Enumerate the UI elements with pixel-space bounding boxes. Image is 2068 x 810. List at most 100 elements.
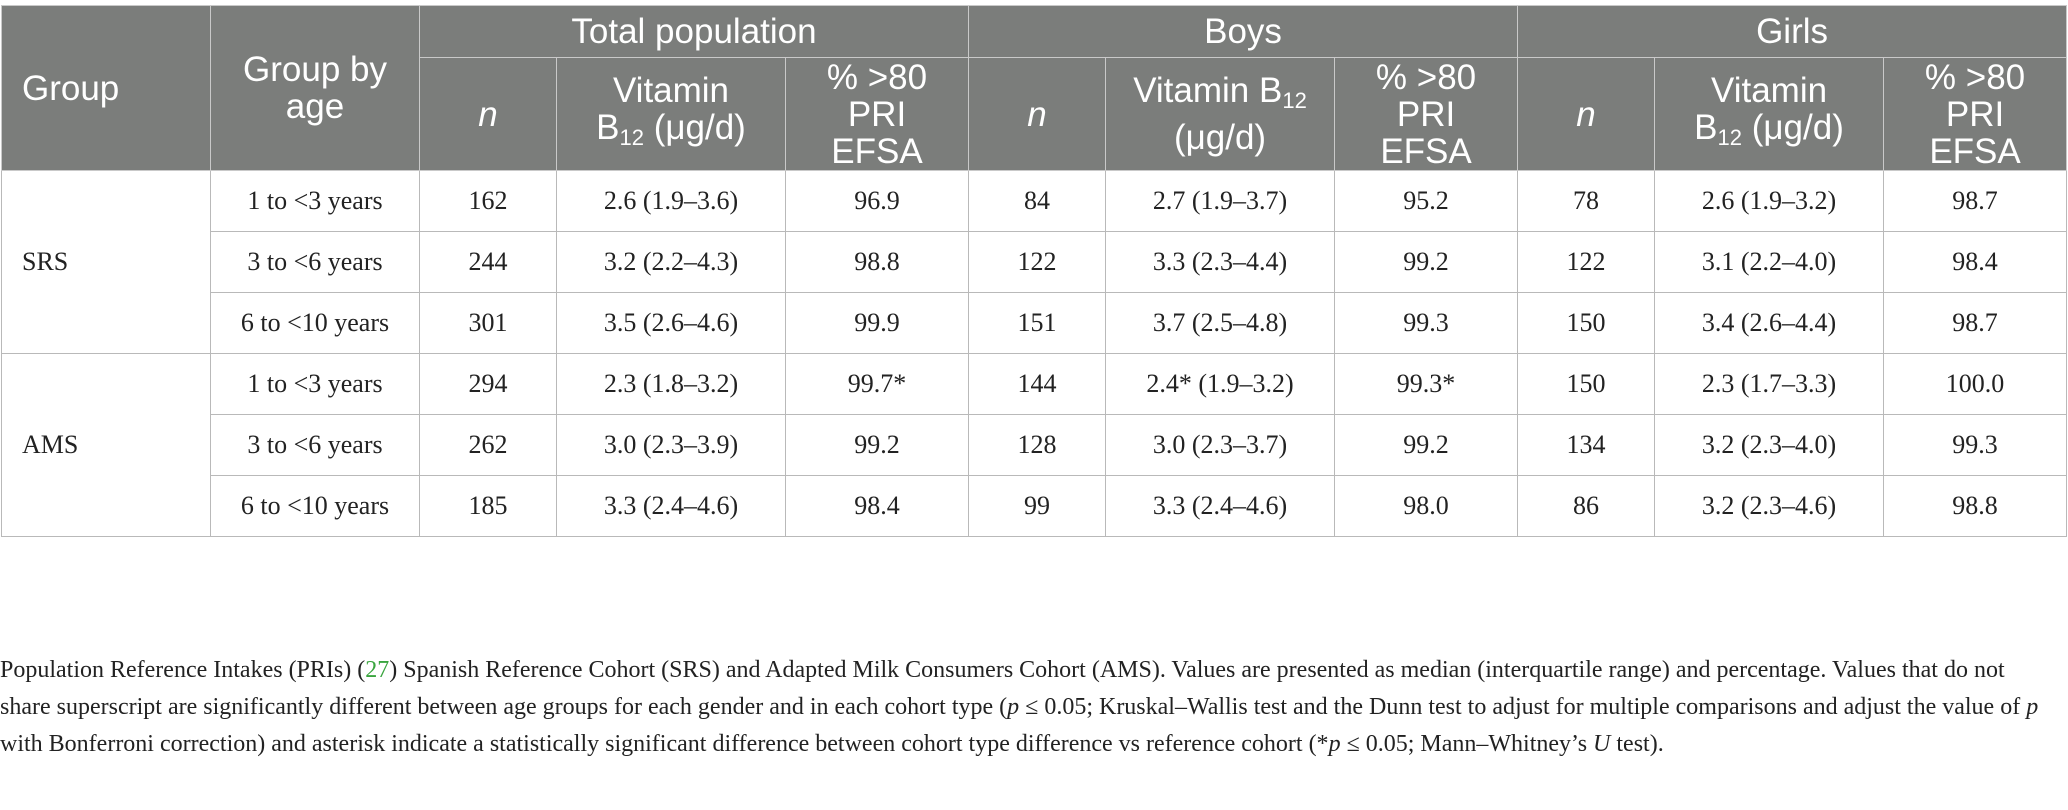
data-cell: 98.4 — [784, 475, 970, 537]
table-header: Group Group by age Total population Boys… — [1, 5, 2068, 171]
footnote-italic: U — [1593, 731, 1611, 757]
pri-label-3: EFSA — [1929, 131, 2021, 171]
header-n-girls: n — [1517, 57, 1656, 171]
vitamin-label: Vitamin — [1133, 71, 1250, 110]
data-cell: 100.0 — [1883, 353, 2068, 415]
pri-label-3: EFSA — [831, 131, 923, 171]
data-cell: 99.7* — [784, 353, 970, 415]
pri-label-1: % >80 — [826, 57, 928, 97]
vitamin-subscript: 12 — [1717, 125, 1743, 150]
data-cell: 3.2 (2.3–4.0) — [1654, 414, 1885, 476]
header-pri-total: % >80 PRI EFSA — [784, 57, 970, 171]
data-cell: 3.7 (2.5–4.8) — [1105, 292, 1336, 354]
data-cell: 99.2 — [1334, 414, 1519, 476]
vitamin-b-label: B — [596, 108, 620, 147]
footnote-text: ≤ 0.05; Mann–Whitney’s — [1340, 731, 1594, 757]
data-cell: 122 — [968, 231, 1107, 293]
data-cell: 3.4 (2.6–4.4) — [1654, 292, 1885, 354]
data-cell: 150 — [1517, 353, 1656, 415]
data-cell: 84 — [968, 170, 1107, 232]
vitamin-subscript: 12 — [1282, 88, 1307, 113]
table-row: 6 to <10 years 185 3.3 (2.4–4.6) 98.4 99… — [2, 475, 2068, 537]
pri-label-3: EFSA — [1380, 131, 1472, 171]
data-cell: 2.3 (1.7–3.3) — [1654, 353, 1885, 415]
header-pri-boys: % >80 PRI EFSA — [1334, 57, 1519, 171]
pri-label-2: PRI — [847, 94, 907, 134]
footnote-text: test). — [1610, 731, 1664, 757]
data-cell: 151 — [968, 292, 1107, 354]
age-cell: 6 to <10 years — [210, 475, 420, 537]
table-footnote: Population Reference Intakes (PRIs) (27)… — [0, 652, 2060, 763]
table-row: AMS 1 to <3 years 294 2.3 (1.8–3.2) 99.7… — [1, 353, 2068, 537]
data-cell: 99.2 — [1334, 231, 1519, 293]
footnote-italic: p — [2026, 694, 2039, 720]
reference-link[interactable]: 27 — [365, 657, 390, 683]
table-row: 3 to <6 years 262 3.0 (2.3–3.9) 99.2 128… — [2, 414, 2068, 476]
data-cell: 128 — [968, 414, 1107, 476]
data-cell: 3.0 (2.3–3.9) — [556, 414, 786, 476]
age-cell: 1 to <3 years — [210, 170, 420, 232]
data-cell: 3.3 (2.4–4.6) — [556, 475, 786, 537]
data-cell: 3.0 (2.3–3.7) — [1105, 414, 1336, 476]
data-cell: 98.7 — [1883, 292, 2068, 354]
data-cell: 2.6 (1.9–3.2) — [1654, 170, 1885, 232]
data-cell: 2.3 (1.8–3.2) — [556, 353, 786, 415]
data-cell: 3.2 (2.2–4.3) — [556, 231, 786, 293]
age-cell: 1 to <3 years — [210, 353, 420, 415]
vitamin-label: Vitamin — [612, 71, 730, 110]
data-cell: 99.2 — [784, 414, 970, 476]
header-vitamin-boys: Vitamin B12 (μg/d) — [1105, 57, 1336, 171]
header-total-population: Total population — [418, 5, 970, 58]
data-cell: 99.3 — [1883, 414, 2068, 476]
pri-label-2: PRI — [1396, 94, 1456, 134]
header-group-by-age: Group by age — [210, 5, 420, 171]
data-cell: 96.9 — [784, 170, 970, 232]
vitamin-unit: (μg/d) — [1742, 108, 1844, 147]
data-cell: 98.8 — [784, 231, 970, 293]
age-cell: 3 to <6 years — [210, 231, 420, 293]
data-cell: 78 — [1517, 170, 1656, 232]
data-cell: 3.1 (2.2–4.0) — [1654, 231, 1885, 293]
data-cell: 2.6 (1.9–3.6) — [556, 170, 786, 232]
footnote-italic: p — [1328, 731, 1341, 757]
data-cell: 98.0 — [1334, 475, 1519, 537]
header-vitamin-girls: Vitamin B12 (μg/d) — [1654, 57, 1885, 171]
data-cell: 294 — [419, 353, 557, 415]
pri-label-1: % >80 — [1375, 57, 1477, 97]
data-cell: 150 — [1517, 292, 1656, 354]
data-cell: 86 — [1517, 475, 1656, 537]
pri-label-1: % >80 — [1924, 57, 2026, 97]
age-cell: 6 to <10 years — [210, 292, 420, 354]
data-cell: 99.3 — [1334, 292, 1519, 354]
data-cell: 3.3 (2.4–4.6) — [1105, 475, 1336, 537]
data-cell: 134 — [1517, 414, 1656, 476]
vitamin-b-label: B — [1259, 71, 1283, 110]
data-cell: 122 — [1517, 231, 1656, 293]
vitamin-unit: (μg/d) — [643, 108, 746, 147]
vitamin-unit: (μg/d) — [1173, 118, 1267, 157]
header-boys: Boys — [968, 5, 1519, 58]
data-cell: 3.2 (2.3–4.6) — [1654, 475, 1885, 537]
footnote-italic: p — [1007, 694, 1020, 720]
header-pri-girls: % >80 PRI EFSA — [1883, 57, 2068, 171]
table-body: SRS 1 to <3 years 162 2.6 (1.9–3.6) 96.9… — [1, 170, 2068, 537]
table-row: 6 to <10 years 301 3.5 (2.6–4.6) 99.9 15… — [2, 292, 2068, 354]
age-cell: 3 to <6 years — [210, 414, 420, 476]
data-cell: 185 — [419, 475, 557, 537]
header-group: Group — [1, 5, 211, 171]
footnote-text: with Bonferroni correction) and asterisk… — [0, 731, 1329, 757]
header-vitamin-total: Vitamin B12 (μg/d) — [556, 57, 786, 171]
data-cell: 95.2 — [1334, 170, 1519, 232]
pri-label-2: PRI — [1945, 94, 2005, 134]
data-cell: 99 — [968, 475, 1107, 537]
vitamin-b-label: B — [1694, 108, 1718, 147]
data-cell: 2.4* (1.9–3.2) — [1105, 353, 1336, 415]
data-cell: 3.3 (2.3–4.4) — [1105, 231, 1336, 293]
table-container: Group Group by age Total population Boys… — [1, 5, 2068, 537]
header-n-total: n — [419, 57, 557, 171]
data-cell: 144 — [968, 353, 1107, 415]
vitamin-b12-table: Group Group by age Total population Boys… — [1, 5, 2068, 537]
data-cell: 98.8 — [1883, 475, 2068, 537]
header-n-boys: n — [968, 57, 1107, 171]
header-girls: Girls — [1517, 5, 2068, 58]
